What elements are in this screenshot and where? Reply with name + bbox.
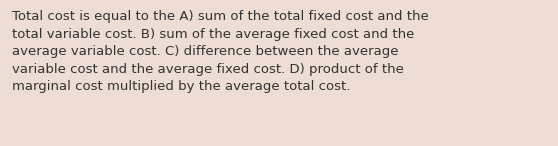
Text: Total cost is equal to the A) sum of the total fixed cost and the
total variable: Total cost is equal to the A) sum of the… [12,10,429,93]
